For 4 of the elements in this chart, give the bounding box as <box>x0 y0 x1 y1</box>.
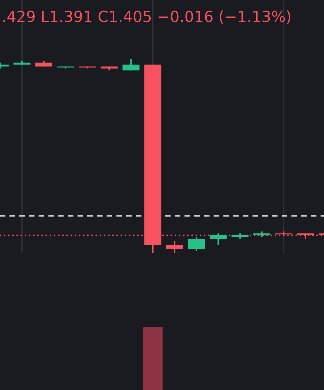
candlestick <box>188 236 206 252</box>
candlestick <box>166 240 184 253</box>
candlestick <box>210 232 227 246</box>
chart-title: .429 L1.391 C1.405 −0.016 (−1.13%) <box>4 10 291 24</box>
